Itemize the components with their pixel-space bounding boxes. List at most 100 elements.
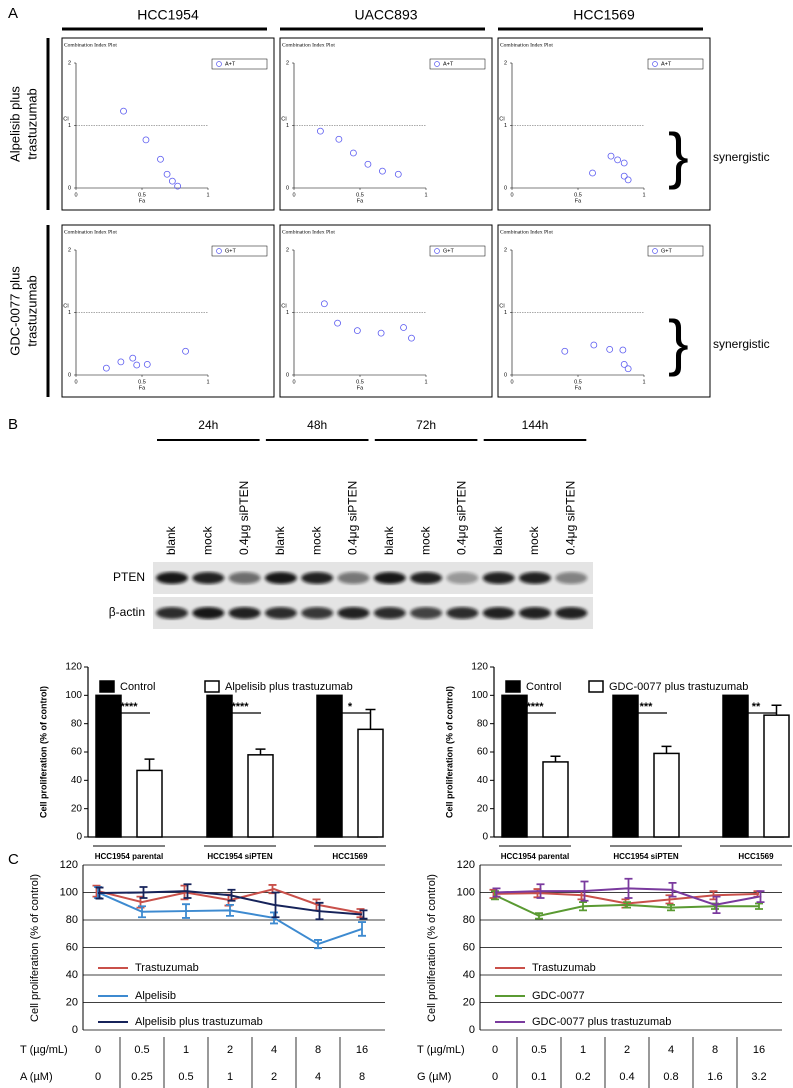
band	[192, 607, 225, 619]
point	[335, 135, 343, 143]
x-tick-label: 1	[580, 1044, 586, 1056]
y-axis-label: Cell proliferation (% of control)	[38, 686, 48, 818]
error-bar	[365, 708, 376, 730]
point	[334, 319, 341, 327]
annotation: synergistic	[713, 150, 770, 164]
plot-frame	[279, 37, 493, 211]
x-axis-label: Fa	[139, 385, 146, 391]
row-label: trastuzumab	[24, 275, 39, 347]
point	[316, 127, 324, 135]
y-tick-label: 80	[66, 914, 78, 926]
band	[264, 607, 297, 619]
lane-label: 0.4μg siPTEN	[237, 481, 251, 555]
plot-frame	[61, 37, 275, 211]
legend-marker	[652, 248, 658, 254]
y-tick-label: 20	[477, 803, 489, 814]
legend-label: A+T	[443, 61, 454, 67]
x-tick-label: 8	[315, 1044, 321, 1056]
y-axis-label: Cell proliferation (% of control)	[426, 874, 438, 1022]
y-tick-label: 2	[68, 247, 71, 253]
x-axis-label: Fa	[575, 198, 582, 204]
bar	[542, 761, 569, 838]
point	[620, 159, 628, 167]
point	[619, 346, 627, 354]
x-tick-label: 1	[424, 379, 427, 385]
column-header: HCC1954	[137, 7, 199, 23]
legend-label: Trastuzumab	[532, 962, 596, 974]
point	[163, 170, 171, 178]
x2-tick-label: 3.2	[751, 1071, 766, 1083]
x-tick-label: 0.5	[574, 192, 582, 198]
band	[228, 607, 261, 619]
band	[482, 607, 515, 619]
legend-label: G+T	[225, 248, 236, 254]
y-tick-label: 1	[286, 123, 289, 129]
x-tick-label: HCC1954 parental	[95, 852, 163, 861]
time-label: 72h	[416, 418, 436, 432]
error-bar	[667, 903, 675, 912]
x2-tick-label: 0.8	[663, 1071, 678, 1083]
y-axis-label: CI	[499, 117, 505, 123]
bar	[501, 694, 528, 838]
x2-tick-label: 1	[227, 1071, 233, 1083]
point	[182, 347, 189, 355]
point	[143, 360, 151, 368]
lane-label: 0.4μg siPTEN	[346, 481, 360, 555]
y-tick-label: 1	[504, 123, 507, 129]
bar	[357, 728, 384, 838]
legend-marker	[216, 248, 222, 254]
significance-label: ****	[526, 701, 544, 713]
legend-box	[429, 58, 486, 70]
x-tick-label: HCC1569	[738, 852, 774, 861]
error-bar	[314, 939, 322, 950]
plot-frame	[61, 224, 275, 398]
error-bar	[712, 895, 721, 915]
legend-swatch	[505, 680, 521, 693]
band	[156, 572, 188, 584]
plot-frame	[279, 224, 493, 398]
band	[373, 572, 406, 584]
protein-label: PTEN	[113, 570, 145, 584]
y-axis-label: CI	[281, 117, 287, 123]
lane-label: blank	[164, 525, 178, 555]
legend-label: Alpelisib plus trastuzumab	[225, 681, 353, 693]
y-tick-label: 0	[72, 1024, 78, 1036]
band	[192, 572, 225, 584]
x-tick-label: 0	[292, 379, 295, 385]
error-bar	[359, 909, 368, 920]
legend-label: GDC-0077 plus trastuzumab	[609, 681, 748, 693]
y-tick-label: 20	[463, 996, 475, 1008]
point	[377, 329, 385, 337]
point	[379, 167, 386, 175]
point	[129, 354, 137, 362]
point	[349, 149, 357, 157]
bar	[653, 752, 680, 838]
legend-label: GDC-0077	[532, 990, 585, 1002]
point	[157, 155, 164, 163]
legend-box	[647, 58, 704, 70]
band	[301, 607, 334, 619]
column-header: HCC1569	[573, 7, 635, 23]
legend-label: G+T	[443, 248, 454, 254]
x-row-name: T (µg/mL)	[417, 1044, 465, 1056]
legend-marker	[434, 248, 440, 254]
x2-tick-label: 2	[271, 1071, 277, 1083]
plot-title: Combination Index Plot	[282, 42, 335, 48]
point	[607, 152, 615, 160]
y-tick-label: 0	[482, 832, 488, 843]
bar	[95, 694, 122, 838]
point	[624, 365, 632, 373]
bar	[612, 694, 639, 838]
error-bar	[624, 877, 633, 899]
point	[320, 300, 328, 308]
band	[264, 572, 297, 584]
y-tick-label: 60	[66, 941, 78, 953]
legend-marker	[434, 61, 440, 67]
x-row-name: A (µM)	[20, 1071, 53, 1083]
error-bar	[315, 901, 324, 921]
error-bar	[358, 921, 366, 937]
y-axis-label: Cell proliferation (% of control)	[29, 874, 41, 1022]
y-tick-label: 40	[66, 969, 78, 981]
point	[400, 324, 407, 331]
y-tick-label: 0	[286, 372, 289, 378]
